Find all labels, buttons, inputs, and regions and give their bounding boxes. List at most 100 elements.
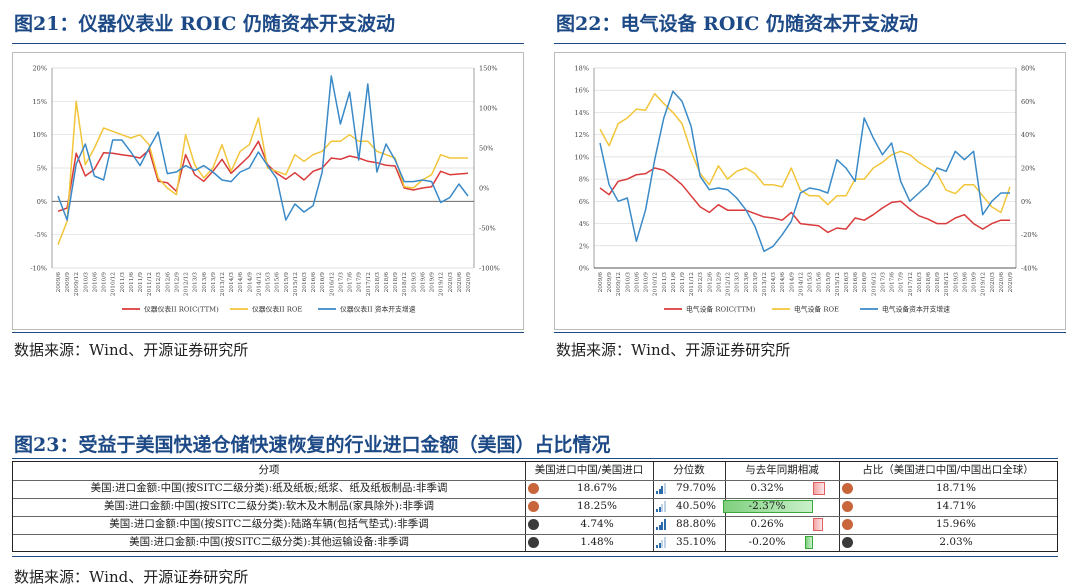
ratio-value: 18.71% — [935, 482, 977, 494]
x-tick-label: 2012/6 — [707, 272, 713, 293]
x-tick-label: 2019/9 — [972, 272, 978, 293]
x-tick-label: 2012/3 — [698, 272, 704, 293]
x-tick-label: 2017/9 — [899, 272, 905, 293]
status-dot — [528, 519, 539, 530]
x-tick-label: 2012/9 — [174, 272, 180, 293]
fig21-chart: -10% -5% 0% 5% 10% 15% 20% -100% -50% 0% 50% 100% 15… — [12, 52, 524, 330]
legend-label: 仪器仪表II ROIC(TTM) — [144, 305, 219, 314]
x-tick-label: 2015/9 — [826, 272, 832, 293]
x-tick-label: 2015/12 — [835, 272, 841, 296]
status-dot — [528, 501, 539, 512]
x-tick-label: 2010/12 — [111, 272, 117, 296]
y-tick-label-left: -5% — [34, 231, 47, 239]
percentile-bar — [661, 539, 664, 548]
x-tick-label: 2011/6 — [129, 272, 135, 293]
x-tick-label: 2016/3 — [302, 272, 308, 293]
status-dot — [528, 483, 539, 494]
ratio-value: 15.96% — [935, 518, 977, 530]
x-tick-label: 2014/9 — [789, 272, 795, 293]
y-tick-label-right: -40% — [1021, 265, 1038, 273]
x-tick-label: 2010/12 — [653, 272, 659, 296]
y-tick-label-right: 80% — [1021, 65, 1035, 73]
y-tick-label-left: 16% — [575, 87, 589, 95]
share-value: 18.67% — [576, 482, 618, 494]
yoy-data-bar — [722, 500, 813, 513]
fig23-source: 数据来源：Wind、开源证券研究所 — [14, 568, 249, 586]
share-value: 4.74% — [580, 518, 614, 530]
x-tick-label: 2016/6 — [311, 272, 317, 293]
legend-label: 电气设备 ROIC(TTM) — [686, 305, 756, 314]
x-tick-label: 2014/9 — [247, 272, 253, 293]
y-tick-label-right: 40% — [1021, 131, 1035, 139]
x-tick-label: 2010/6 — [92, 272, 98, 293]
fig21-bottom-rule — [12, 332, 524, 333]
yoy-value: 0.32% — [750, 482, 784, 494]
y-tick-label-left: 18% — [575, 65, 589, 73]
row-name: 美国:进口金额:中国(按SITC二级分类):其他运输设备:非季调 — [129, 536, 409, 548]
y-tick-label-right: -20% — [1021, 231, 1038, 239]
x-tick-label: 2020/6 — [999, 272, 1005, 293]
x-tick-label: 2009/6 — [56, 272, 62, 293]
percentile-bars-icon — [656, 483, 666, 494]
y-tick-label-right: -100% — [479, 265, 500, 273]
x-tick-label: 2012/3 — [156, 272, 162, 293]
x-tick-label: 2012/12 — [184, 272, 190, 296]
x-tick-label: 2011/9 — [138, 272, 144, 293]
percentile-bar — [658, 488, 661, 494]
series-line-1 — [57, 140, 469, 213]
x-tick-label: 2010/9 — [644, 272, 650, 293]
percentile-bar — [656, 491, 658, 494]
status-dot — [842, 501, 853, 512]
x-tick-label: 2016/6 — [853, 272, 859, 293]
x-tick-label: 2018/12 — [944, 272, 950, 296]
x-tick-label: 2019/6 — [420, 272, 426, 293]
percentile-value: 88.80% — [675, 518, 717, 530]
percentile-bar — [658, 506, 661, 512]
x-tick-label: 2009/9 — [65, 272, 71, 293]
fig23-title: 图23：受益于美国快递仓储快速恢复的行业进口金额（美国）占比情况 — [14, 434, 611, 456]
x-tick-label: 2012/6 — [165, 272, 171, 293]
x-tick-label: 2013/3 — [193, 272, 199, 293]
percentile-bar — [663, 537, 666, 548]
percentile-bar — [663, 519, 666, 530]
y-tick-label-right: 50% — [479, 145, 493, 153]
x-tick-label: 2020/3 — [448, 272, 454, 293]
y-tick-label-left: 4% — [579, 220, 589, 228]
x-tick-label: 2018/6 — [926, 272, 932, 293]
table-row: 美国:进口金额:中国(按SITC二级分类):陆路车辆(包括气垫式):非季调 4.7… — [13, 516, 1057, 533]
x-tick-label: 2013/12 — [220, 272, 226, 296]
x-tick-label: 2012/9 — [716, 272, 722, 293]
table-header-cell: 与去年同期相减 — [745, 464, 819, 476]
fig22-source: 数据来源：Wind、开源证券研究所 — [556, 341, 791, 359]
percentile-bar — [661, 521, 664, 530]
table-column-divider — [653, 462, 654, 551]
percentile-value: 40.50% — [675, 500, 717, 512]
fig22-title: 图22：电气设备 ROIC 仍随资本开支波动 — [556, 13, 919, 35]
x-tick-label: 2014/3 — [229, 272, 235, 293]
table-row: 美国:进口金额:中国(按SITC二级分类):其他运输设备:非季调 1.48% 35.… — [13, 534, 1057, 551]
percentile-bar — [661, 503, 664, 512]
x-tick-label: 2013/6 — [202, 272, 208, 293]
y-tick-label-right: 150% — [479, 65, 498, 73]
share-value: 1.48% — [580, 536, 614, 548]
x-tick-label: 2009/6 — [598, 272, 604, 293]
y-tick-label-left: 0% — [579, 265, 589, 273]
x-tick-label: 2018/3 — [917, 272, 923, 293]
x-tick-label: 2016/3 — [844, 272, 850, 293]
status-dot — [528, 537, 539, 548]
percentile-bars-icon — [656, 501, 666, 512]
x-tick-label: 2020/9 — [1008, 272, 1014, 293]
row-name: 美国:进口金额:中国(按SITC二级分类):软木及木制品(家具除外):非季调 — [104, 500, 434, 512]
percentile-bars-icon — [656, 537, 666, 548]
x-tick-label: 2015/3 — [266, 272, 272, 293]
chart-frame — [554, 52, 1066, 330]
x-tick-label: 2019/12 — [981, 272, 987, 296]
x-tick-label: 2017/12 — [908, 272, 914, 296]
table-row-divider — [13, 498, 1057, 499]
table-row: 美国:进口金额:中国(按SITC二级分类):软木及木制品(家具除外):非季调 18… — [13, 498, 1057, 515]
x-tick-label: 2010/9 — [102, 272, 108, 293]
x-tick-label: 2017/6 — [348, 272, 354, 293]
fig23-bottom-rule — [12, 556, 1058, 557]
y-tick-label-left: 6% — [579, 198, 589, 206]
x-tick-label: 2016/9 — [862, 272, 868, 293]
